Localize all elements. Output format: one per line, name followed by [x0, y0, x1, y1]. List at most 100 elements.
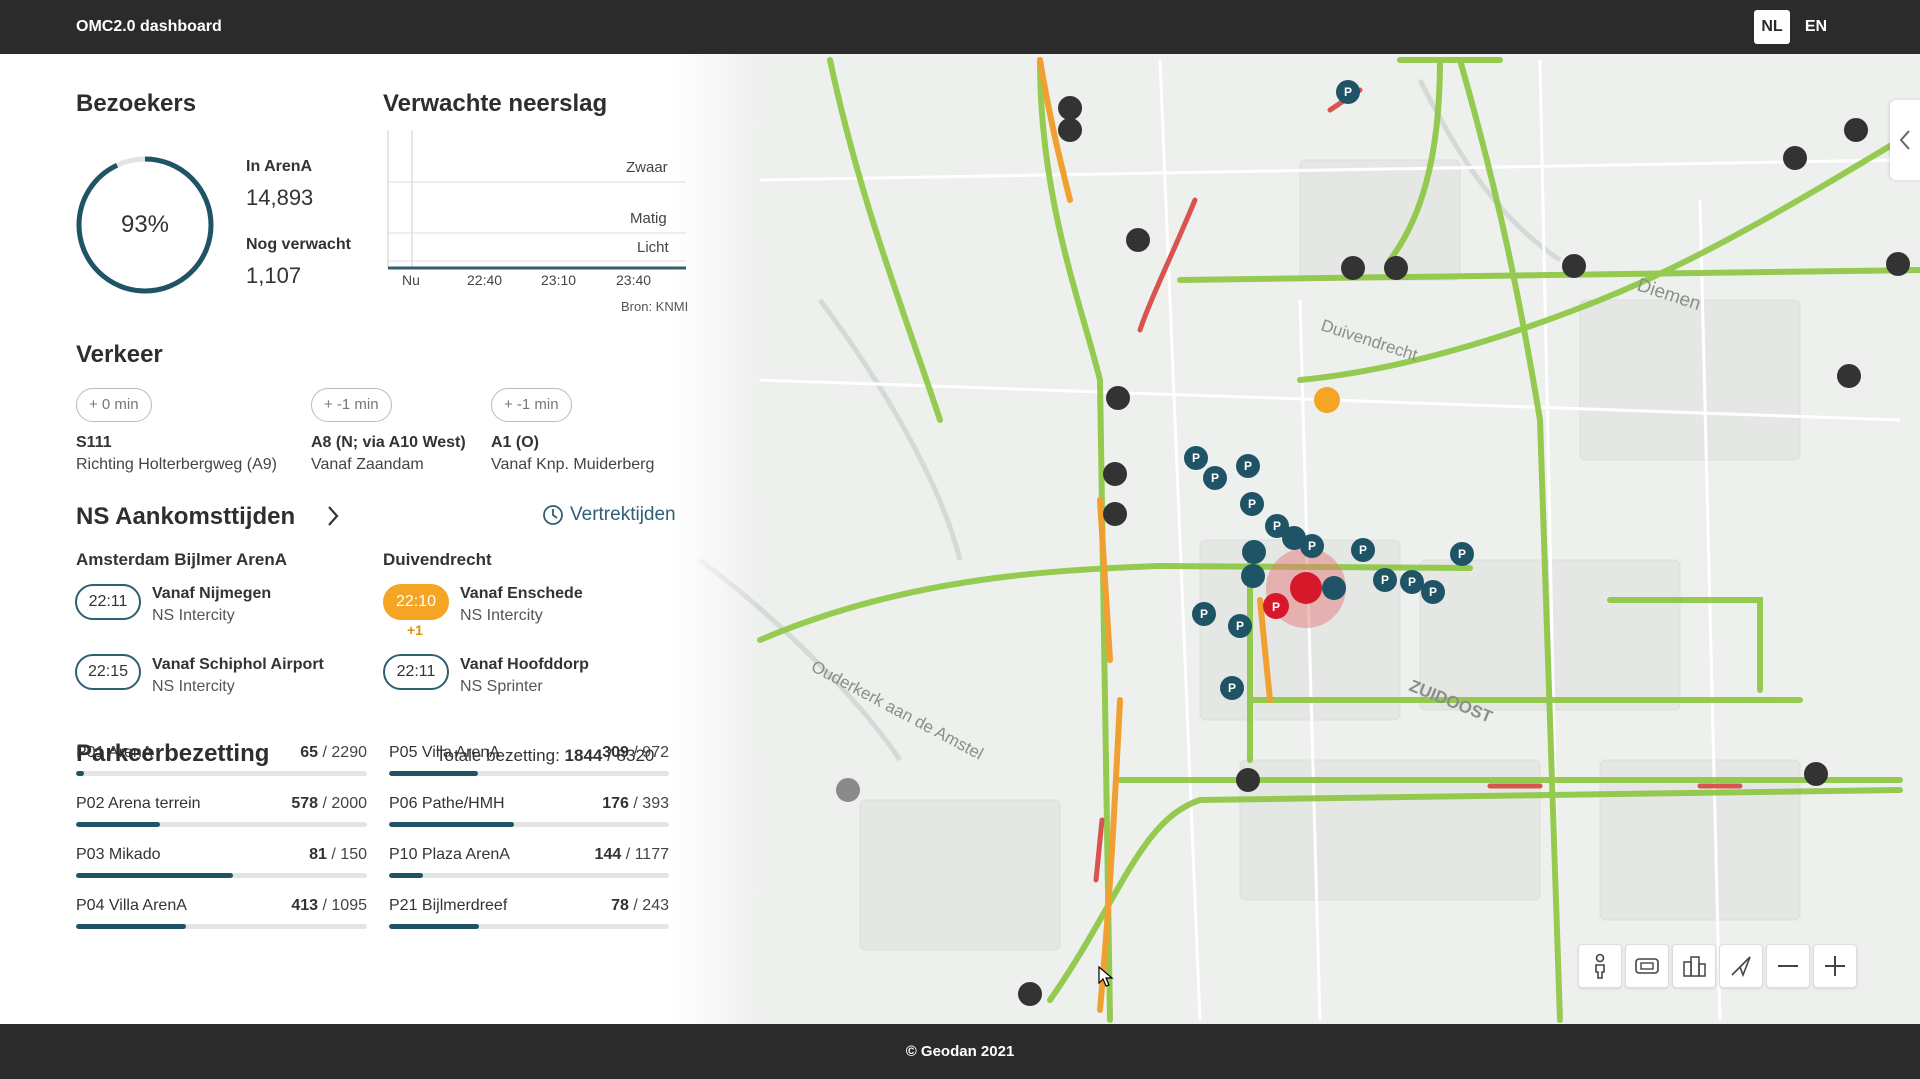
- svg-text:P: P: [1381, 573, 1389, 587]
- route-delay-badge: + 0 min: [76, 388, 152, 422]
- garage-used: 65: [300, 744, 319, 761]
- garage-used: 309: [602, 744, 629, 761]
- level-matig: Matig: [630, 210, 667, 227]
- stadium-control[interactable]: [1625, 944, 1669, 988]
- garage-name: P05 Villa ArenA: [389, 744, 500, 761]
- garage-used: 413: [291, 897, 319, 914]
- route-sub: Richting Holterbergweg (A9): [76, 456, 277, 473]
- garage-name: P04 Villa ArenA: [76, 897, 187, 914]
- footer: © Geodan 2021: [0, 1024, 1920, 1079]
- arena-marker[interactable]: [1290, 572, 1322, 604]
- parkeer-total: Totale bezetting: 1844 / 8320: [436, 746, 654, 766]
- svg-text:P: P: [1429, 585, 1437, 599]
- station-name: Duivendrecht: [383, 550, 492, 569]
- in-arena-label: In ArenA: [246, 158, 313, 175]
- route-name: A8 (N; via A10 West): [311, 434, 466, 451]
- neerslag-source: Bron: KNMI: [621, 299, 689, 314]
- navigate-icon: [1731, 956, 1751, 978]
- zoom-in-button[interactable]: [1813, 944, 1857, 988]
- in-arena-value: 14,893: [246, 185, 314, 210]
- garage-occupancy: 144 / 1177: [549, 846, 669, 864]
- svg-text:P: P: [1200, 607, 1208, 621]
- garage-name: P01 ArenA: [76, 744, 153, 761]
- mouse-cursor-icon: [1098, 966, 1114, 987]
- train-time-badge: 22:11: [383, 654, 449, 690]
- neerslag-heading: Verwachte neerslag: [383, 90, 608, 117]
- garage-capacity: / 972: [633, 744, 669, 761]
- visitors-ring-fill: [76, 156, 214, 294]
- garage-name: P10 Plaza ArenA: [389, 846, 510, 863]
- svg-text:P: P: [1458, 547, 1466, 561]
- app-title: OMC2.0 dashboard: [76, 18, 222, 35]
- svg-text:P: P: [1192, 451, 1200, 465]
- verkeer-heading: Verkeer: [76, 341, 163, 368]
- svg-text:P: P: [1244, 459, 1252, 473]
- parkeer-total-label: Totale bezetting:: [436, 746, 560, 765]
- parking-markers[interactable]: [1184, 80, 1474, 700]
- station-name: Amsterdam Bijlmer ArenA: [76, 550, 287, 569]
- route-delay-badge: + -1 min: [311, 388, 392, 422]
- garage-occupancy-bar: [76, 822, 367, 827]
- visitors-ring: 93%: [74, 154, 216, 296]
- vertrektijden-label: Vertrektijden: [570, 504, 676, 525]
- svg-text:P: P: [1344, 85, 1352, 99]
- panel-fade: [0, 54, 760, 1024]
- lang-nl-button[interactable]: NL: [1754, 10, 1790, 44]
- bus-marker[interactable]: [1314, 387, 1340, 413]
- zoom-in-icon: [1825, 956, 1845, 976]
- nog-verwacht-value: 1,107: [246, 263, 302, 288]
- garage-name: P21 Bijlmerdreef: [389, 897, 508, 914]
- visitors-ring-svg: [76, 156, 214, 294]
- garage-occupancy-bar: [389, 822, 669, 827]
- parkeer-total-capacity: / 8320: [607, 746, 655, 765]
- garage-occupancy: 78 / 243: [549, 897, 669, 915]
- buildings-icon: [1683, 956, 1706, 977]
- time-2310: 23:10: [541, 272, 577, 288]
- info-panel: Bezoekers 93% In ArenA 14,893 Nog verwac…: [0, 54, 700, 1024]
- garage-occupancy-fill: [389, 822, 514, 827]
- route-sub: Vanaf Zaandam: [311, 456, 424, 473]
- vertrektijden-link[interactable]: Vertrektijden: [542, 504, 676, 526]
- visitors-percentage: 93%: [120, 211, 170, 238]
- garage-occupancy: 413 / 1095: [247, 897, 367, 915]
- train-from: Vanaf Hoofddorp: [460, 656, 589, 673]
- chevron-right-icon[interactable]: [326, 505, 340, 527]
- svg-text:P: P: [1236, 619, 1244, 633]
- navigate-control[interactable]: [1719, 944, 1763, 988]
- person-icon: [1595, 953, 1605, 979]
- garage-occupancy-fill: [76, 924, 186, 929]
- route-name: A1 (O): [491, 434, 539, 451]
- garage-capacity: / 1095: [322, 897, 367, 914]
- train-type: NS Sprinter: [460, 678, 543, 695]
- parkeer-heading: Parkeerbezetting: [76, 740, 270, 767]
- lang-en-button[interactable]: EN: [1804, 18, 1828, 35]
- message-markers[interactable]: [836, 96, 1910, 1006]
- svg-text:P: P: [1359, 543, 1367, 557]
- collapse-panel-button[interactable]: [1890, 100, 1920, 180]
- garage-name: P06 Pathe/HMH: [389, 795, 505, 812]
- train-time-badge: 22:11: [75, 584, 141, 620]
- garage-occupancy-bar: [76, 924, 367, 929]
- garage-used: 144: [594, 846, 622, 863]
- time-nu: Nu: [402, 272, 420, 288]
- clock-icon: [543, 505, 563, 525]
- garage-name: P03 Mikado: [76, 846, 161, 863]
- person-control[interactable]: [1578, 944, 1622, 988]
- garage-occupancy-fill: [389, 873, 423, 878]
- train-type: NS Intercity: [152, 607, 235, 624]
- svg-text:P: P: [1273, 519, 1281, 533]
- train-delay: +1: [407, 622, 423, 638]
- ns-heading[interactable]: NS Aankomsttijden: [76, 503, 296, 530]
- svg-text:P: P: [1228, 681, 1236, 695]
- garage-capacity: / 1177: [625, 846, 669, 863]
- map-canvas[interactable]: Duivendrecht Diemen ZUIDOOST Ouderkerk a…: [0, 54, 1920, 1024]
- svg-text:P: P: [1408, 575, 1416, 589]
- garage-occupancy: 81 / 150: [247, 846, 367, 864]
- parkeer-total-used: 1844: [564, 746, 603, 765]
- buildings-control[interactable]: [1672, 944, 1716, 988]
- parking-marker-red[interactable]: [1263, 593, 1289, 619]
- garage-capacity: / 2000: [322, 795, 367, 812]
- zoom-out-button[interactable]: [1766, 944, 1810, 988]
- zoom-out-icon: [1778, 965, 1798, 967]
- map-label-ouderkerk: Ouderkerk aan de Amstel: [808, 657, 986, 764]
